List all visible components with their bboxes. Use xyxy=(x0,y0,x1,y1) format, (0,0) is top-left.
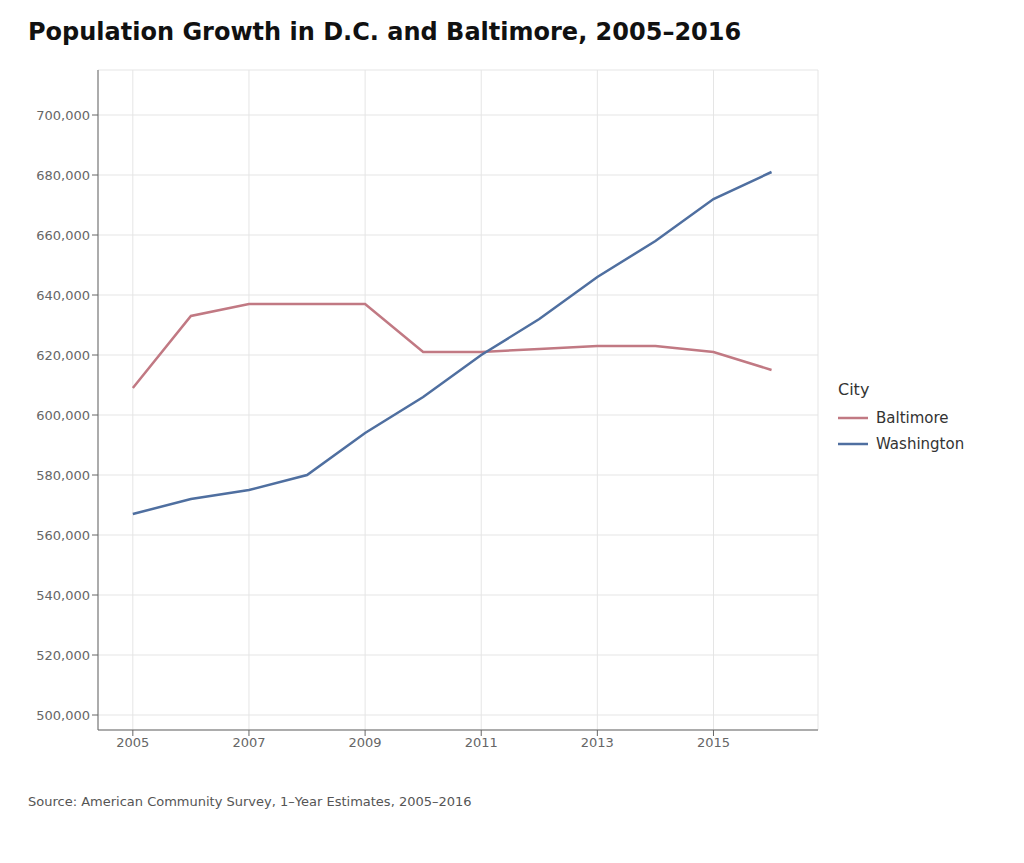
html-text:Source: American Community Sur: Source: American Community Survey, 1–Yea… xyxy=(28,794,472,809)
svg-text:560,000: 560,000 xyxy=(36,528,90,543)
svg-text:2011: 2011 xyxy=(465,735,498,750)
svg-text:2013: 2013 xyxy=(581,735,614,750)
html-text:Population Growth in D.C. and: Population Growth in D.C. and Baltimore,… xyxy=(28,18,742,46)
svg-text:540,000: 540,000 xyxy=(36,588,90,603)
svg-text:500,000: 500,000 xyxy=(36,708,90,723)
svg-text:520,000: 520,000 xyxy=(36,648,90,663)
svg-text:2009: 2009 xyxy=(349,735,382,750)
html-text:City: City xyxy=(838,379,870,399)
html-text:Baltimore: Baltimore xyxy=(876,408,949,427)
svg-text:2007: 2007 xyxy=(232,735,265,750)
svg-text:640,000: 640,000 xyxy=(36,288,90,303)
svg-text:2005: 2005 xyxy=(116,735,149,750)
html-text:Washington: Washington xyxy=(876,434,965,453)
svg-text:600,000: 600,000 xyxy=(36,408,90,423)
svg-text:660,000: 660,000 xyxy=(36,228,90,243)
svg-text:2015: 2015 xyxy=(697,735,730,750)
svg-text:580,000: 580,000 xyxy=(36,468,90,483)
svg-text:700,000: 700,000 xyxy=(36,108,90,123)
svg-text:620,000: 620,000 xyxy=(36,348,90,363)
svg-text:680,000: 680,000 xyxy=(36,168,90,183)
